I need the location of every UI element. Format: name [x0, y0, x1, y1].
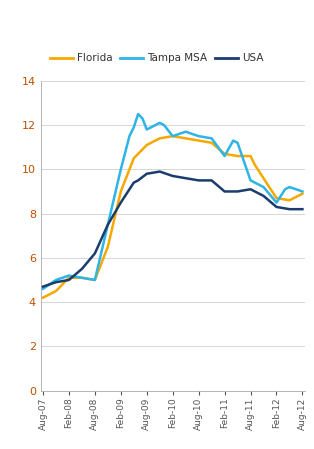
Text: UNEMPLOYMENT TRENDS: UNEMPLOYMENT TRENDS [9, 13, 219, 28]
Legend: Florida, Tampa MSA, USA: Florida, Tampa MSA, USA [46, 49, 268, 67]
